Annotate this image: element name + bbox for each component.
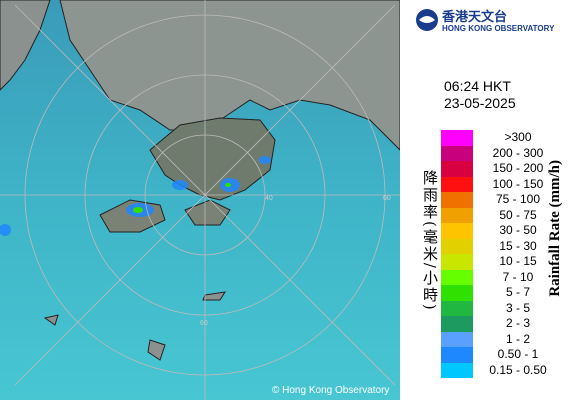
legend-label: 5 - 7 — [505, 285, 530, 299]
legend-label: 2 - 3 — [505, 316, 530, 330]
legend-label: 10 - 15 — [499, 254, 537, 268]
legend-label: 200 - 300 — [492, 145, 544, 160]
legend-label: 7 - 10 — [502, 269, 534, 284]
logo-zh: 香港天文台 — [442, 10, 508, 25]
legend-swatch — [441, 176, 473, 192]
legend-label: 15 - 30 — [499, 238, 537, 253]
legend-swatch — [441, 331, 473, 347]
legend-swatch — [441, 316, 473, 332]
legend-swatch — [441, 145, 473, 161]
ring-label: 60 — [200, 320, 208, 327]
legend-label: 30 - 50 — [499, 223, 537, 237]
time: 06:24 HKT — [444, 78, 511, 94]
legend-label: 0.50 - 1 — [497, 347, 539, 361]
logo-en: HONG KONG OBSERVATORY — [442, 24, 555, 33]
legend-swatch — [441, 269, 473, 285]
legend-label: 100 - 150 — [492, 176, 544, 191]
legend-label: 75 - 100 — [495, 192, 541, 206]
legend-swatch — [441, 161, 473, 177]
copyright: © Hong Kong Observatory — [272, 385, 390, 396]
legend-swatch — [441, 192, 473, 208]
logo-icon — [416, 9, 438, 31]
legend-swatch — [441, 223, 473, 239]
ring-label: 40 — [265, 195, 273, 202]
legend-label: 50 - 75 — [499, 207, 537, 222]
legend-swatch — [441, 285, 473, 301]
legend-swatch — [441, 238, 473, 254]
legend-label: 150 - 200 — [492, 161, 544, 175]
legend-swatch — [441, 362, 473, 378]
legend-swatch — [441, 300, 473, 316]
legend-label: 3 - 5 — [505, 300, 530, 315]
legend-label: >300 — [504, 130, 532, 144]
legend-title-zh: 降雨率(毫米/小時) — [421, 170, 439, 312]
date: 23-05-2025 — [444, 95, 516, 111]
radar-map: 60 60 40 — [0, 0, 400, 400]
legend-label: 0.15 - 0.50 — [489, 362, 547, 377]
legend-label: 1 - 2 — [505, 331, 530, 346]
ring-label: 60 — [383, 195, 391, 202]
legend-swatch — [441, 254, 473, 270]
legend-swatch — [441, 130, 473, 146]
legend-swatch — [441, 207, 473, 223]
legend-swatch — [441, 347, 473, 363]
